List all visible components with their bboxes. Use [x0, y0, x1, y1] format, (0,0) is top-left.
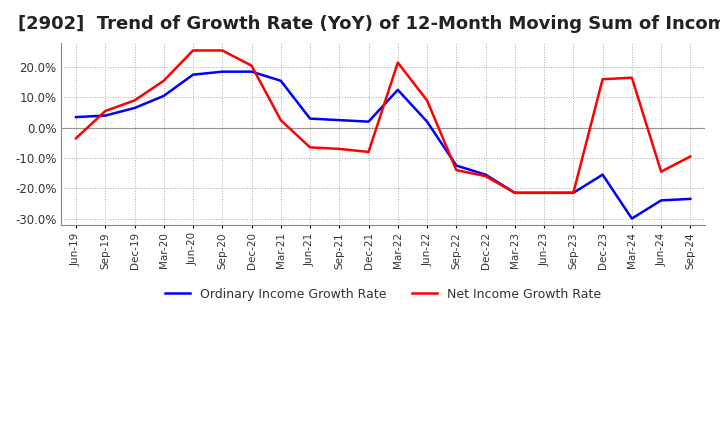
Ordinary Income Growth Rate	[130, 105, 139, 110]
Net Income Growth Rate	[72, 136, 81, 141]
Ordinary Income Growth Rate	[306, 116, 315, 121]
Net Income Growth Rate	[628, 75, 636, 81]
Net Income Growth Rate	[101, 108, 109, 114]
Ordinary Income Growth Rate	[540, 190, 549, 195]
Ordinary Income Growth Rate	[159, 93, 168, 99]
Ordinary Income Growth Rate	[598, 172, 607, 177]
Net Income Growth Rate	[569, 190, 577, 195]
Net Income Growth Rate	[657, 169, 665, 174]
Net Income Growth Rate	[394, 60, 402, 65]
Ordinary Income Growth Rate	[628, 216, 636, 221]
Net Income Growth Rate	[218, 48, 227, 53]
Net Income Growth Rate	[540, 190, 549, 195]
Net Income Growth Rate	[130, 98, 139, 103]
Net Income Growth Rate	[452, 168, 461, 173]
Ordinary Income Growth Rate	[452, 163, 461, 168]
Title: [2902]  Trend of Growth Rate (YoY) of 12-Month Moving Sum of Incomes: [2902] Trend of Growth Rate (YoY) of 12-…	[17, 15, 720, 33]
Ordinary Income Growth Rate	[364, 119, 373, 124]
Ordinary Income Growth Rate	[72, 114, 81, 120]
Ordinary Income Growth Rate	[101, 113, 109, 118]
Ordinary Income Growth Rate	[657, 198, 665, 203]
Net Income Growth Rate	[189, 48, 197, 53]
Ordinary Income Growth Rate	[276, 78, 285, 84]
Line: Net Income Growth Rate: Net Income Growth Rate	[76, 51, 690, 193]
Ordinary Income Growth Rate	[189, 72, 197, 77]
Line: Ordinary Income Growth Rate: Ordinary Income Growth Rate	[76, 72, 690, 219]
Ordinary Income Growth Rate	[247, 69, 256, 74]
Ordinary Income Growth Rate	[481, 172, 490, 177]
Ordinary Income Growth Rate	[335, 117, 343, 123]
Ordinary Income Growth Rate	[394, 87, 402, 92]
Net Income Growth Rate	[598, 77, 607, 82]
Ordinary Income Growth Rate	[686, 196, 695, 202]
Net Income Growth Rate	[510, 190, 519, 195]
Net Income Growth Rate	[423, 98, 431, 103]
Ordinary Income Growth Rate	[510, 190, 519, 195]
Ordinary Income Growth Rate	[218, 69, 227, 74]
Net Income Growth Rate	[686, 154, 695, 159]
Net Income Growth Rate	[159, 78, 168, 84]
Net Income Growth Rate	[335, 146, 343, 151]
Net Income Growth Rate	[481, 173, 490, 179]
Net Income Growth Rate	[276, 117, 285, 123]
Net Income Growth Rate	[247, 63, 256, 68]
Net Income Growth Rate	[306, 145, 315, 150]
Net Income Growth Rate	[364, 149, 373, 154]
Legend: Ordinary Income Growth Rate, Net Income Growth Rate: Ordinary Income Growth Rate, Net Income …	[161, 282, 606, 306]
Ordinary Income Growth Rate	[423, 119, 431, 124]
Ordinary Income Growth Rate	[569, 190, 577, 195]
